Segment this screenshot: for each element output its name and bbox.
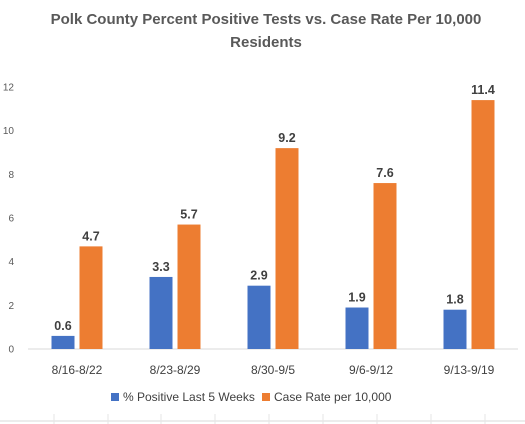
data-label: 5.7 — [180, 208, 197, 222]
data-label: 7.6 — [376, 166, 393, 180]
data-label: 4.7 — [82, 229, 99, 243]
y-tick-label: 8 — [8, 170, 14, 181]
bar-case-rate — [471, 100, 495, 349]
bar-percent-positive — [149, 276, 173, 349]
y-axis: 0 2 4 6 8 10 12 — [0, 83, 525, 424]
y-tick-label: 6 — [8, 214, 14, 225]
bar-case-rate — [79, 246, 103, 349]
x-tick-label: 9/13-9/19 — [444, 363, 495, 377]
data-label: 3.3 — [152, 260, 169, 274]
legend-label: % Positive Last 5 Weeks — [123, 390, 255, 404]
bar-percent-positive — [247, 285, 271, 349]
data-label: 1.8 — [446, 293, 463, 307]
data-labels-layer: 0.6 4.7 3.3 5.7 2.9 9.2 1.9 7.6 1.8 11.4 — [54, 83, 495, 333]
x-axis: 8/16-8/22 8/23-8/29 8/30-9/5 9/6-9/12 9/13-9… — [52, 363, 495, 377]
data-label: 11.4 — [471, 83, 495, 97]
chart-title-line1: Polk County Percent Positive Tests vs. C… — [51, 11, 482, 28]
bar-percent-positive — [443, 309, 467, 349]
legend-swatch — [262, 393, 270, 401]
x-tick-label: 8/16-8/22 — [52, 363, 103, 377]
bar-case-rate — [373, 183, 397, 349]
legend-swatch — [111, 393, 119, 401]
bar-case-rate — [177, 224, 201, 349]
data-label: 1.9 — [348, 291, 365, 305]
data-label: 2.9 — [250, 269, 267, 283]
data-label: 0.6 — [54, 319, 71, 333]
y-tick-label: 2 — [8, 301, 14, 312]
y-tick-label: 12 — [3, 83, 15, 94]
bar-percent-positive — [345, 307, 369, 349]
bar-percent-positive — [51, 335, 75, 349]
x-tick-label: 9/6-9/12 — [349, 363, 393, 377]
data-label: 9.2 — [278, 131, 295, 145]
bars-layer — [51, 100, 495, 349]
x-tick-label: 8/23-8/29 — [150, 363, 201, 377]
legend: % Positive Last 5 Weeks Case Rate per 10,… — [111, 390, 392, 404]
bar-case-rate — [275, 148, 299, 349]
chart-title-line2: Residents — [230, 34, 302, 51]
y-tick-label: 10 — [3, 126, 15, 137]
y-tick-label: 0 — [8, 345, 14, 356]
x-tick-label: 8/30-9/5 — [251, 363, 295, 377]
legend-label: Case Rate per 10,000 — [274, 390, 392, 404]
y-tick-label: 4 — [8, 257, 14, 268]
